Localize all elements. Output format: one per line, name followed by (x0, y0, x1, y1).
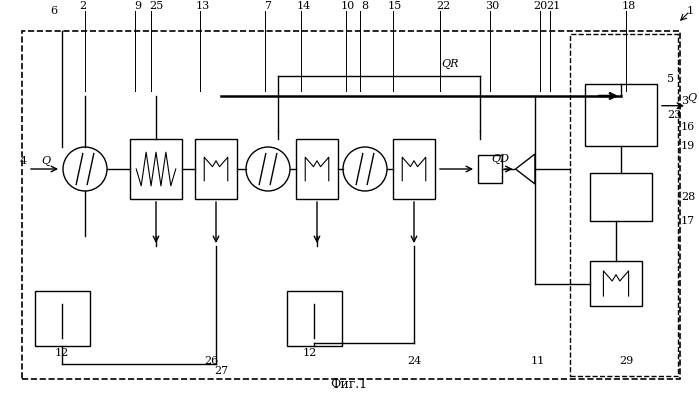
Text: 8: 8 (361, 1, 368, 11)
Bar (130, 139, 182, 199)
Text: Q: Q (687, 93, 696, 103)
Text: 2: 2 (80, 1, 87, 11)
Text: 3: 3 (682, 96, 689, 106)
Text: 16: 16 (681, 122, 696, 132)
Text: 18: 18 (622, 1, 636, 11)
Text: 6: 6 (50, 6, 57, 16)
Text: 22: 22 (436, 1, 450, 11)
Text: 17: 17 (681, 216, 695, 226)
Bar (590, 261, 642, 306)
Text: 24: 24 (407, 356, 421, 366)
Text: 7: 7 (264, 1, 271, 11)
Text: 30: 30 (485, 1, 499, 11)
Text: 5: 5 (667, 74, 674, 84)
Text: 10: 10 (341, 1, 355, 11)
Bar (570, 34, 678, 376)
Text: 26: 26 (204, 356, 218, 366)
Text: 27: 27 (214, 366, 228, 376)
Bar (590, 173, 652, 221)
Bar (195, 139, 237, 199)
Bar (296, 139, 338, 199)
Text: 20: 20 (533, 1, 547, 11)
Text: 1: 1 (686, 6, 693, 16)
Bar (585, 84, 657, 146)
Text: Фиг.1: Фиг.1 (331, 378, 368, 391)
Text: 4: 4 (20, 156, 27, 166)
Bar (287, 291, 342, 346)
Text: Q: Q (41, 156, 50, 166)
Bar (35, 291, 90, 346)
Bar (393, 139, 435, 199)
Text: 19: 19 (681, 141, 696, 151)
Text: 29: 29 (619, 356, 633, 366)
Text: 28: 28 (681, 192, 696, 202)
Bar (478, 155, 502, 183)
Text: 15: 15 (388, 1, 402, 11)
Text: 23: 23 (667, 110, 682, 120)
Text: QR: QR (441, 59, 459, 69)
Text: 14: 14 (297, 1, 311, 11)
Bar (22, 31, 680, 379)
Text: 11: 11 (531, 356, 545, 366)
Text: QD: QD (491, 154, 509, 164)
Text: 12: 12 (303, 348, 317, 358)
Text: 13: 13 (196, 1, 210, 11)
Text: 21: 21 (546, 1, 560, 11)
Text: 9: 9 (134, 1, 142, 11)
Text: 12: 12 (55, 348, 69, 358)
Text: 25: 25 (149, 1, 163, 11)
